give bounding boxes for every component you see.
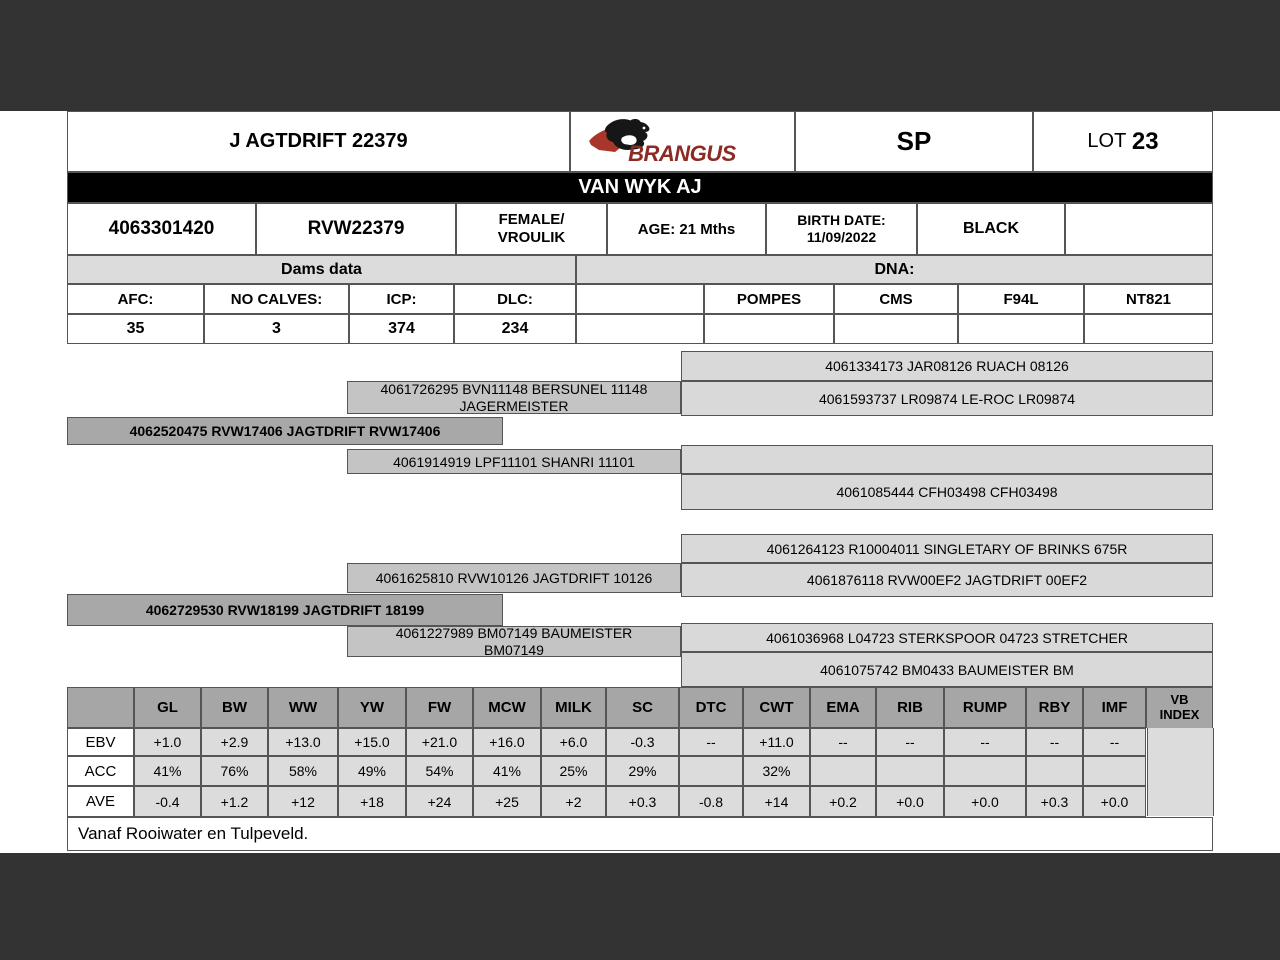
- svg-text:BRANGUS: BRANGUS: [628, 141, 737, 166]
